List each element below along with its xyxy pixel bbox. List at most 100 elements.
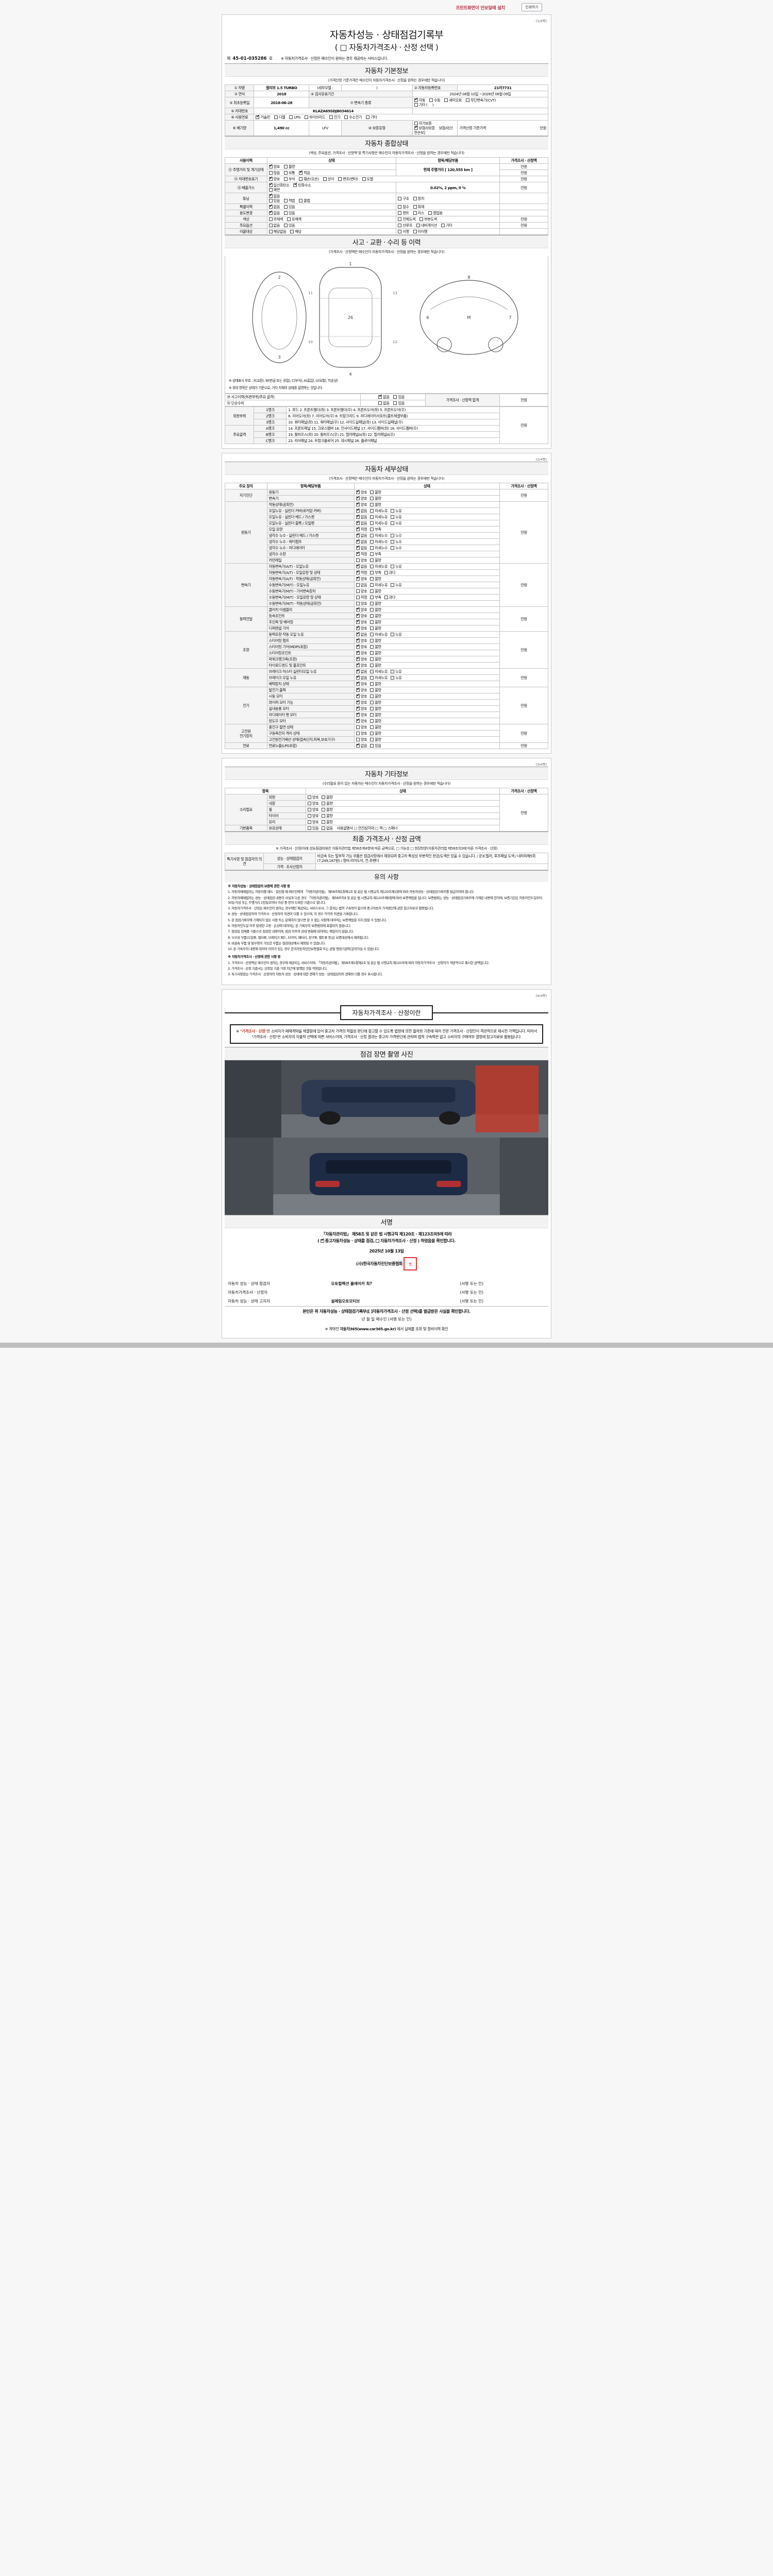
checkbox-양호-3-2[interactable]: 양호 — [356, 619, 367, 624]
checkbox-양호-7-1[interactable]: 양호 — [356, 731, 367, 736]
checkbox-vin-different[interactable]: 상이 — [323, 177, 334, 181]
recall-state[interactable]: 해당없음 해당 — [266, 228, 397, 235]
checkbox-fuel-other[interactable]: 기타 — [365, 115, 377, 120]
checkbox-usechange-lease[interactable]: 리스 — [413, 211, 424, 215]
checkbox-불량-3-3[interactable]: 불량 — [370, 626, 381, 631]
site-note-link[interactable]: 자동차365(www.car365.go.kr) — [340, 1327, 396, 1332]
checkbox-option-sunroof[interactable]: 선루프 — [398, 223, 412, 228]
checkbox-미세누수-1-7[interactable]: 미세누수 — [370, 546, 388, 550]
checkbox-recall-done[interactable]: 이행 — [398, 229, 409, 234]
detail-state-2-5[interactable]: 적정 부족 과다 — [354, 594, 500, 601]
checkbox-양호-0-0[interactable]: 양호 — [356, 489, 367, 495]
checkbox-etc-없음-5[interactable]: 없음 — [322, 826, 333, 831]
checkbox-mileage-good[interactable]: 양호 — [268, 164, 280, 169]
checkbox-미세누수-1-5[interactable]: 미세누수 — [370, 533, 388, 538]
checkbox-불량-2-2[interactable]: 불량 — [370, 577, 381, 581]
checkbox-불량-3-0[interactable]: 불량 — [370, 607, 381, 612]
checkbox-warranty-insurance[interactable]: 보험사보증 — [414, 125, 435, 130]
checkbox-없음-1-5[interactable]: 없음 — [356, 533, 367, 538]
checkbox-color-full[interactable]: 전체도색 — [398, 217, 416, 222]
checkbox-etc-불량-3[interactable]: 불량 — [322, 814, 333, 818]
checkbox-special-none[interactable]: 없음 — [268, 204, 280, 209]
checkbox-누유-1-3[interactable]: 누유 — [391, 521, 402, 526]
usechange-parts[interactable]: 렌트 리스 영업용 — [396, 210, 500, 216]
checkbox-trans-auto[interactable]: 자동 — [414, 97, 425, 103]
checkbox-불량-6-0[interactable]: 불량 — [370, 688, 381, 692]
checkbox-etc-불량-1[interactable]: 불량 — [322, 801, 333, 806]
checkbox-etc-불량-0[interactable]: 불량 — [322, 795, 333, 800]
detail-state-7-2[interactable]: 양호 불량 — [354, 736, 500, 743]
checkbox-usechange-business[interactable]: 영업용 — [428, 211, 443, 215]
checkbox-불량-5-2[interactable]: 불량 — [370, 682, 381, 686]
checkbox-양호-4-3[interactable]: 양호 — [356, 650, 367, 655]
checkbox-없음-5-1[interactable]: 없음 — [356, 675, 367, 680]
checkbox-simple-none[interactable]: 없음 — [378, 401, 390, 405]
checkbox-special-flood[interactable]: 침수 — [398, 205, 409, 209]
checkbox-양호-3-1[interactable]: 양호 — [356, 613, 367, 618]
checkbox-vin-damage[interactable]: 훼손(오손) — [299, 177, 319, 181]
checkbox-누수-1-6[interactable]: 누수 — [391, 539, 402, 544]
checkbox-없음-8-0[interactable]: 없음 — [356, 743, 367, 748]
checkbox-양호-7-0[interactable]: 양호 — [356, 725, 367, 730]
checkbox-없음-5-0[interactable]: 없음 — [356, 669, 367, 674]
checkbox-etc-양호-1[interactable]: 양호 — [307, 801, 319, 806]
checkbox-불량-1-0[interactable]: 불량 — [370, 502, 381, 507]
checkbox-부족-2-1[interactable]: 부족 — [370, 570, 381, 575]
checkbox-적정-2-5[interactable]: 적정 — [356, 595, 367, 600]
simple-repair-options[interactable]: 없음 있음 — [360, 400, 426, 406]
checkbox-없음-1-2[interactable]: 없음 — [356, 514, 367, 519]
checkbox-양호-3-3[interactable]: 양호 — [356, 625, 367, 631]
checkbox-usechange-none[interactable]: 없음 — [268, 210, 280, 215]
checkbox-불량-3-1[interactable]: 불량 — [370, 614, 381, 618]
checkbox-누수-1-5[interactable]: 누수 — [391, 533, 402, 538]
checkbox-양호-6-5[interactable]: 양호 — [356, 718, 367, 723]
checkbox-누유-4-0[interactable]: 누유 — [391, 632, 402, 637]
accident-options[interactable]: 없음 있음 — [360, 394, 426, 400]
checkbox-special-yes[interactable]: 있음 — [283, 205, 295, 209]
checkbox-recall-yes[interactable]: 해당 — [290, 229, 301, 234]
checkbox-양호-4-2[interactable]: 양호 — [356, 644, 367, 649]
checkbox-etc-양호-0[interactable]: 양호 — [307, 795, 319, 800]
checkbox-mileage-bad[interactable]: 불량 — [283, 164, 295, 169]
checkbox-있음-8-0[interactable]: 있음 — [370, 743, 381, 748]
checkbox-미세누유-1-3[interactable]: 미세누유 — [370, 521, 388, 526]
checkbox-불량-7-0[interactable]: 불량 — [370, 725, 381, 730]
checkbox-options-none[interactable]: 없음 — [268, 223, 280, 228]
checkbox-color-partial[interactable]: 부분도색 — [419, 217, 437, 222]
checkbox-usechange-yes[interactable]: 있음 — [283, 211, 295, 215]
checkbox-불량-6-4[interactable]: 불량 — [370, 713, 381, 717]
checkbox-미세누수-1-6[interactable]: 미세누수 — [370, 539, 388, 544]
etc-state-2[interactable]: 양호 불량 — [305, 806, 500, 813]
checkbox-accident-yes[interactable]: 있음 — [393, 395, 405, 399]
print-button[interactable]: 인쇄하기 — [522, 3, 542, 11]
checkbox-미세누유-2-0[interactable]: 미세누유 — [370, 564, 388, 569]
checkbox-적정-1-8[interactable]: 적정 — [356, 551, 367, 556]
checkbox-양호-4-1[interactable]: 양호 — [356, 638, 367, 643]
checkbox-불량-4-4[interactable]: 불량 — [370, 657, 381, 662]
checkbox-누유-5-1[interactable]: 누유 — [391, 675, 402, 680]
checkbox-없음-1-6[interactable]: 없음 — [356, 539, 367, 544]
checkbox-없음-1-1[interactable]: 없음 — [356, 508, 367, 513]
etc-state-3[interactable]: 양호 불량 — [305, 812, 500, 819]
checkbox-부족-2-5[interactable]: 부족 — [370, 595, 381, 600]
gauge-state[interactable]: 많음 보통 적음 — [266, 170, 397, 176]
checkbox-양호-2-6[interactable]: 양호 — [356, 601, 367, 606]
